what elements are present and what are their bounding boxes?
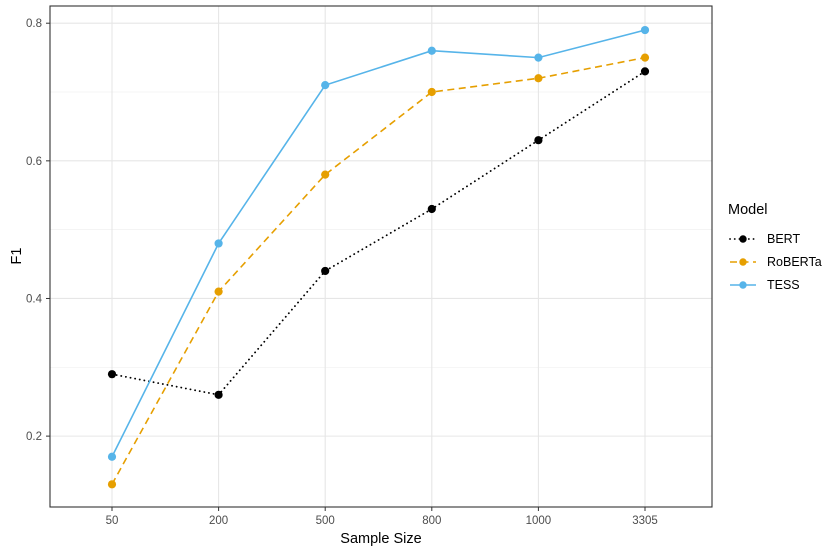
data-point-roberta: [321, 170, 330, 179]
x-tick-label: 3305: [632, 515, 658, 527]
data-point-bert: [534, 136, 543, 145]
legend-label-tess: TESS: [767, 278, 800, 292]
data-point-tess: [214, 239, 223, 248]
series-line-bert: [111, 70, 646, 396]
data-point-tess: [321, 81, 330, 90]
data-point-roberta: [107, 480, 117, 489]
y-tick-label: 0.8: [26, 18, 42, 30]
legend-item-roberta: RoBERTa: [728, 255, 822, 269]
data-point-bert: [321, 266, 330, 276]
data-point-roberta: [427, 87, 436, 97]
x-axis-title: Sample Size: [340, 531, 422, 547]
data-point-roberta: [640, 53, 650, 62]
legend-item-bert: BERT: [728, 232, 822, 246]
plot-panel: [50, 6, 712, 507]
series-line-tess: [111, 29, 646, 458]
y-tick-label: 0.4: [26, 293, 43, 305]
legend-key-dashed-line-icon: [730, 258, 756, 266]
legend-key-point: [739, 235, 747, 243]
legend-key-dotted-line-icon: [729, 235, 757, 243]
data-point-tess: [640, 25, 650, 35]
legend-key-solid-line-icon: [730, 281, 756, 289]
y-axis-title: F1: [9, 247, 25, 265]
data-point-bert: [107, 370, 117, 379]
x-tick-label: 200: [209, 515, 228, 527]
x-tick-label: 1000: [526, 515, 552, 527]
data-point-tess: [534, 53, 543, 62]
panel-border: [49, 5, 713, 508]
legend-item-tess: TESS: [728, 278, 822, 292]
data-point-tess: [427, 46, 436, 55]
legend-label-bert: BERT: [767, 232, 801, 246]
data-point-tess: [107, 452, 117, 461]
x-tick-label: 800: [422, 515, 441, 527]
legend-label-roberta: RoBERTa: [767, 255, 822, 269]
legend-key-point: [739, 258, 747, 266]
x-tick-label: 50: [106, 515, 119, 527]
series-line-roberta: [111, 56, 646, 485]
data-point-bert: [214, 390, 223, 399]
y-tick-label: 0.6: [26, 156, 42, 168]
legend-title: Model: [728, 202, 768, 218]
data-point-roberta: [214, 287, 223, 296]
data-point-roberta: [534, 74, 543, 83]
legend: Model BERT RoBERTa TESS: [728, 202, 822, 301]
legend-key-point: [739, 281, 747, 289]
x-tick-label: 500: [316, 515, 335, 527]
legend-items: BERT RoBERTa TESS: [728, 232, 822, 292]
data-point-bert: [640, 67, 650, 76]
data-point-bert: [427, 204, 436, 214]
y-tick-label: 0.2: [26, 431, 42, 443]
